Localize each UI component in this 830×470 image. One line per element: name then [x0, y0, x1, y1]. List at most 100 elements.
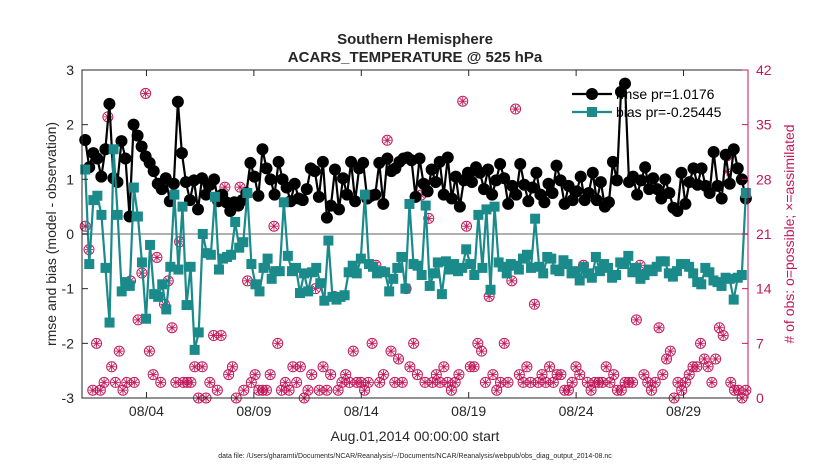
obs-assimilated-point [92, 339, 101, 348]
rmse-point [79, 133, 92, 146]
bias-point [728, 294, 739, 305]
obs-possible-point [506, 275, 518, 287]
rmse-point [445, 192, 458, 205]
obs-assimilated-point [651, 378, 660, 387]
bias-point [485, 284, 496, 295]
rmse-point [550, 159, 563, 172]
obs-assimilated-point [269, 221, 279, 231]
bias-point [554, 266, 565, 277]
bias-point [100, 262, 111, 273]
bias-point [197, 229, 208, 239]
bias-point [315, 278, 326, 289]
obs-assimilated-point [703, 362, 713, 371]
obs-assimilated-point [273, 339, 282, 348]
bias-point [473, 209, 484, 220]
obs-assimilated-point [598, 378, 607, 387]
obs-assimilated-point [171, 378, 181, 387]
rmse-point [582, 187, 595, 199]
obs-assimilated-point [462, 221, 471, 231]
obs-assimilated-point [247, 378, 256, 387]
obs-assimilated-point [586, 385, 596, 395]
obs-assimilated-point [265, 370, 275, 379]
bias-point [639, 270, 650, 280]
obs-possible-point [166, 322, 178, 334]
obs-assimilated-point [741, 385, 751, 395]
rmse-point [175, 147, 188, 160]
bias-point [185, 261, 196, 272]
y-tick-label-left: 2 [66, 117, 74, 133]
bias-point [428, 268, 439, 279]
obs-assimilated-point [148, 370, 158, 379]
bias-point [193, 327, 204, 338]
obs-assimilated-point [356, 378, 365, 387]
data-file-footnote: data file: /Users/gharamti/Documents/NCA… [218, 453, 612, 460]
rmse-point [95, 170, 108, 183]
obs-assimilated-point [488, 370, 498, 379]
obs-assimilated-point [666, 346, 675, 356]
obs-possible-point [457, 95, 469, 107]
obs-assimilated-point [303, 385, 313, 395]
rmse-point [671, 205, 684, 218]
obs-possible-point [347, 345, 359, 357]
bias-point [112, 209, 123, 220]
x-tick-label: 08/24 [559, 403, 594, 419]
obs-assimilated-point [88, 385, 97, 395]
bias-point [128, 182, 139, 193]
obs-assimilated-point [537, 370, 547, 379]
obs-assimilated-point [526, 378, 535, 387]
obs-assimilated-point [711, 354, 720, 364]
obs-possible-point [423, 212, 435, 224]
rmse-point [349, 195, 362, 208]
obs-assimilated-point [186, 378, 196, 387]
obs-assimilated-point [284, 385, 294, 395]
obs-assimilated-point [322, 385, 332, 395]
obs-possible-point [404, 361, 416, 373]
obs-possible-point [657, 369, 669, 381]
obs-assimilated-point [141, 89, 150, 98]
obs-assimilated-point [130, 378, 139, 387]
obs-assimilated-point [481, 378, 490, 387]
bias-point [671, 266, 682, 277]
obs-assimilated-point [213, 385, 222, 395]
obs-assimilated-point [383, 136, 392, 145]
bias-point [420, 200, 431, 211]
bias-point [513, 264, 524, 275]
obs-possible-point [528, 298, 540, 310]
bias-point [274, 266, 285, 277]
bias-point [530, 213, 541, 224]
bias-point [351, 268, 362, 279]
y-tick-label-left: 1 [66, 171, 74, 187]
obs-possible-point [521, 361, 533, 373]
obs-assimilated-point [281, 378, 290, 387]
bias-point [124, 280, 135, 291]
obs-possible-point [249, 369, 261, 381]
rmse-point [542, 177, 555, 190]
obs-assimilated-point [432, 370, 441, 379]
obs-possible-point [608, 369, 620, 381]
bias-point [169, 189, 180, 200]
bias-point [424, 280, 435, 291]
y-tick-label-right: 0 [756, 390, 764, 406]
obs-possible-point [630, 314, 642, 326]
bias-point [359, 189, 370, 200]
obs-assimilated-point [719, 331, 728, 340]
obs-assimilated-point [111, 378, 120, 387]
bias-point [116, 286, 127, 297]
rmse-point [610, 174, 623, 187]
rmse-point [99, 143, 112, 156]
obs-assimilated-point [341, 370, 350, 379]
bias-point [323, 235, 334, 246]
bias-point [250, 279, 261, 290]
rmse-point [651, 183, 664, 196]
obs-possible-point [291, 376, 303, 388]
obs-assimilated-point [145, 346, 154, 356]
bias-point [412, 260, 423, 271]
obs-assimilated-point [379, 370, 388, 379]
obs-assimilated-point [345, 378, 354, 387]
rmse-point [308, 165, 321, 178]
obs-possible-point [302, 384, 314, 396]
obs-assimilated-point [428, 378, 437, 387]
rmse-point [192, 203, 205, 216]
bias-point [538, 268, 549, 279]
bias-point [619, 259, 630, 270]
